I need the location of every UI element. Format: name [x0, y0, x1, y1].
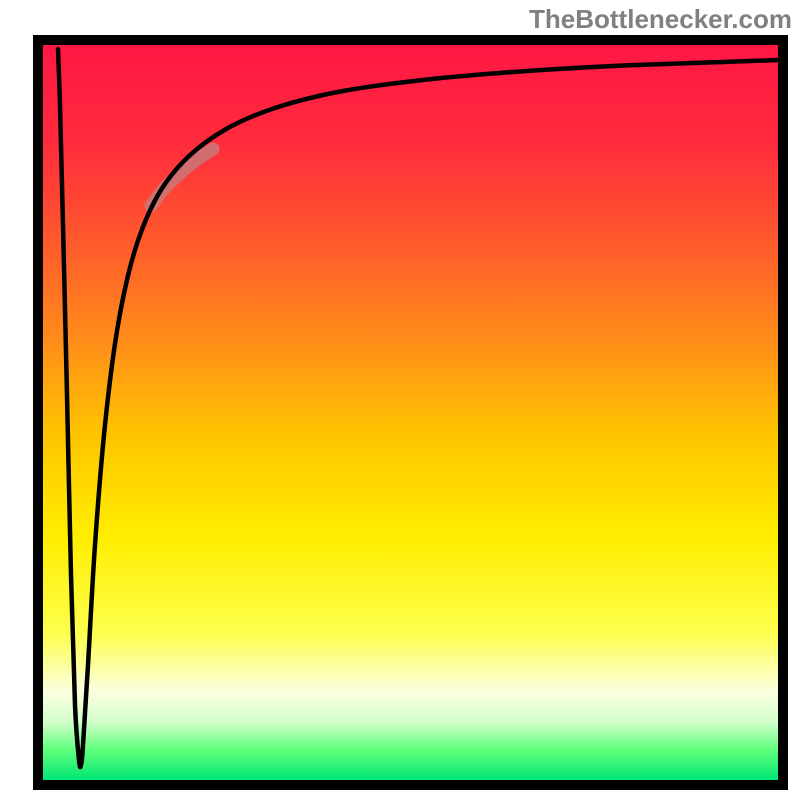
watermark-text: TheBottlenecker.com [529, 4, 792, 35]
highlight-segment [151, 149, 213, 206]
chart-container: TheBottlenecker.com [0, 0, 800, 800]
plot-frame [33, 35, 788, 790]
curve-svg [43, 45, 778, 780]
bottleneck-curve [58, 49, 778, 767]
